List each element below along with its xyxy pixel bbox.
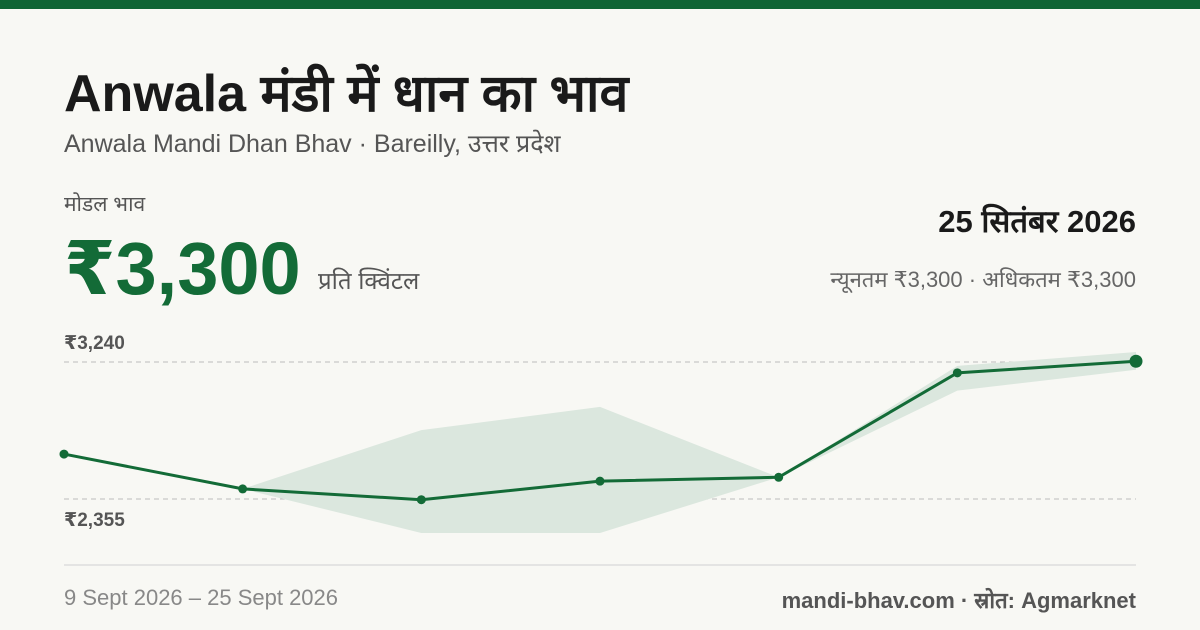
top-bar xyxy=(0,0,1200,9)
point xyxy=(1129,354,1143,368)
unit: प्रति क्विंटल xyxy=(318,268,420,295)
y-tick-label: ₹3,240 xyxy=(64,333,125,354)
title: Anwala मंडी में धान का भाव xyxy=(64,65,629,123)
range-band xyxy=(242,351,1136,533)
source: mandi-bhav.com · स्रोत: Agmarknet xyxy=(781,588,1136,613)
point xyxy=(774,472,784,482)
y-tick-label: ₹2,355 xyxy=(64,510,125,531)
date: 25 सितंबर 2026 xyxy=(938,204,1136,239)
point xyxy=(595,476,605,486)
modal-label: मोडल भाव xyxy=(64,193,146,216)
point xyxy=(238,484,248,494)
point xyxy=(416,495,426,505)
subtitle: Anwala Mandi Dhan Bhav · Bareilly, उत्तर… xyxy=(64,130,561,158)
point xyxy=(952,368,962,378)
point xyxy=(59,449,69,459)
period: 9 Sept 2026 – 25 Sept 2026 xyxy=(64,585,339,610)
price-range: न्यूनतम ₹3,300 · अधिकतम ₹3,300 xyxy=(830,267,1136,292)
price: ₹3,300 xyxy=(64,227,301,310)
